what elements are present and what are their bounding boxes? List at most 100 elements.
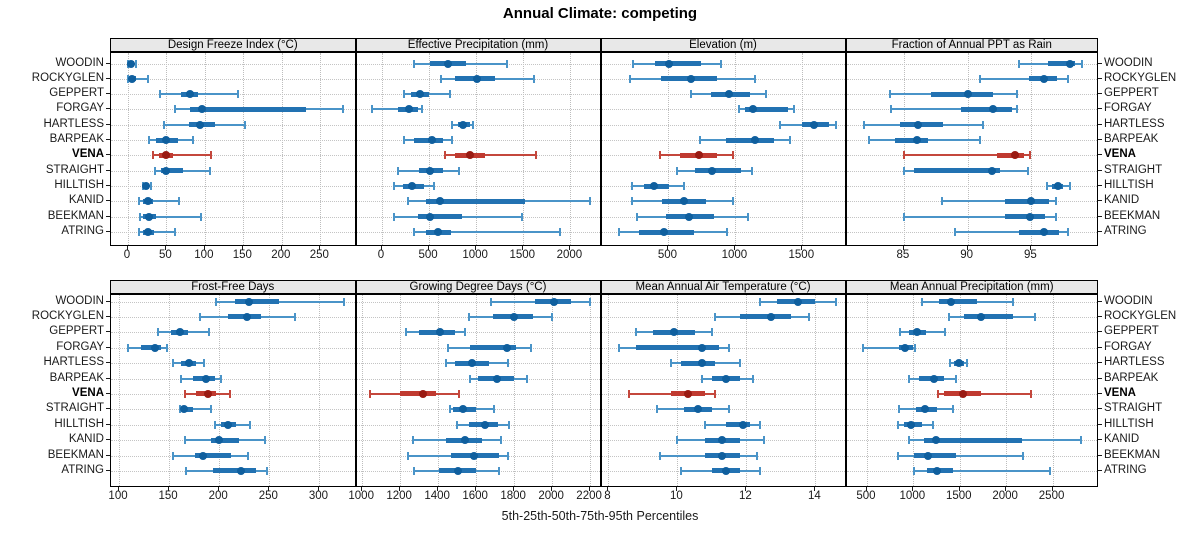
row-tick <box>1098 469 1102 471</box>
median-dot <box>947 297 956 306</box>
whisker-cap <box>402 90 405 99</box>
iqr-bar <box>211 437 240 443</box>
site-label-left: BEEKMAN <box>47 448 104 461</box>
whisker-cap <box>150 182 153 191</box>
whisker-cap <box>147 136 150 145</box>
site-label-left: BARPEAK <box>49 371 104 384</box>
median-dot <box>197 105 206 114</box>
iqr-bar <box>913 453 957 458</box>
percentile-whisker <box>154 169 211 172</box>
median-dot <box>186 90 195 99</box>
whisker-cap <box>249 420 252 429</box>
whisker-cap <box>412 228 415 237</box>
median-dot <box>721 374 730 383</box>
panel-title: Growing Degree Days (°C) <box>409 281 547 293</box>
x-gridline <box>1031 53 1033 245</box>
x-gridline <box>127 53 129 245</box>
median-dot <box>955 359 964 368</box>
whisker-cap <box>266 466 269 475</box>
whisker-cap <box>913 466 916 475</box>
whisker-cap <box>432 182 435 191</box>
row-gridline <box>356 301 600 303</box>
row-tick <box>1098 362 1102 364</box>
x-gridline <box>1006 295 1008 486</box>
x-gridline <box>204 53 206 245</box>
whisker-cap <box>631 197 634 206</box>
x-tick-label: 14 <box>808 489 821 502</box>
whisker-cap <box>1017 59 1020 68</box>
row-tick <box>1098 331 1102 333</box>
row-gridline <box>111 155 355 157</box>
median-dot <box>683 389 692 398</box>
median-dot <box>215 436 224 445</box>
row-gridline <box>111 170 355 172</box>
median-dot <box>697 359 706 368</box>
percentile-whisker <box>891 108 1018 111</box>
row-gridline <box>356 109 600 111</box>
whisker-cap <box>943 328 946 337</box>
whisker-cap <box>200 212 203 221</box>
panel-plot-frost-free-days <box>110 294 356 487</box>
whisker-cap <box>898 405 901 414</box>
x-gridline <box>913 295 915 486</box>
row-gridline <box>111 186 355 188</box>
percentile-whisker <box>138 231 175 234</box>
panel-strip-frost-free-days: Frost-Free Days <box>110 280 356 294</box>
x-tick-label: 2500 <box>1038 489 1065 502</box>
median-dot <box>473 74 482 83</box>
row-tick <box>106 169 110 171</box>
median-dot <box>161 166 170 175</box>
median-dot <box>162 151 171 160</box>
row-gridline <box>601 332 845 334</box>
x-gridline <box>476 295 478 486</box>
panel-strip-fraction-of-annual-ppt-as-rain: Fraction of Annual PPT as Rain <box>845 37 1098 52</box>
median-dot <box>1027 197 1036 206</box>
whisker-cap <box>469 374 472 383</box>
x-tick <box>218 487 220 491</box>
row-tick <box>106 62 110 64</box>
panel-strip-mean-annual-air-temperature-c: Mean Annual Air Temperature (°C) <box>600 280 846 294</box>
x-tick <box>428 246 430 250</box>
x-gridline <box>866 295 868 486</box>
median-dot <box>913 328 922 337</box>
whisker-cap <box>532 74 535 83</box>
whisker-cap <box>508 420 511 429</box>
median-dot <box>204 389 213 398</box>
x-tick-label: 12 <box>739 489 752 502</box>
median-dot <box>976 312 985 321</box>
median-dot <box>161 136 170 145</box>
row-tick <box>1098 377 1102 379</box>
whisker-cap <box>1026 166 1029 175</box>
x-tick <box>280 246 282 250</box>
median-dot <box>923 451 932 460</box>
row-tick <box>106 185 110 187</box>
panel-title: Mean Annual Air Temperature (°C) <box>635 281 811 293</box>
x-tick <box>318 487 320 491</box>
x-gridline <box>608 295 610 486</box>
row-gridline <box>846 378 1097 380</box>
site-label-left: KANID <box>68 194 104 207</box>
x-tick-label: 1200 <box>386 489 412 502</box>
x-tick <box>522 246 524 250</box>
median-dot <box>143 228 152 237</box>
whisker-cap <box>413 59 416 68</box>
iqr-bar <box>924 437 1022 443</box>
x-gridline <box>269 295 271 486</box>
median-dot <box>794 297 803 306</box>
x-tick-label: 1500 <box>945 489 972 502</box>
whisker-cap <box>698 136 701 145</box>
whisker-cap <box>683 182 686 191</box>
row-gridline <box>111 78 355 80</box>
row-tick <box>106 469 110 471</box>
whisker-cap <box>444 151 447 160</box>
x-tick <box>912 487 914 491</box>
row-gridline <box>846 363 1097 365</box>
panel-strip-design-freeze-index-c: Design Freeze Index (°C) <box>110 37 356 52</box>
x-gridline <box>319 295 321 486</box>
site-label-left: HILLTISH <box>54 417 104 430</box>
whisker-cap <box>635 328 637 337</box>
whisker-cap <box>493 405 496 414</box>
percentile-whisker <box>413 231 561 234</box>
whisker-cap <box>700 374 703 383</box>
whisker-cap <box>941 197 944 206</box>
